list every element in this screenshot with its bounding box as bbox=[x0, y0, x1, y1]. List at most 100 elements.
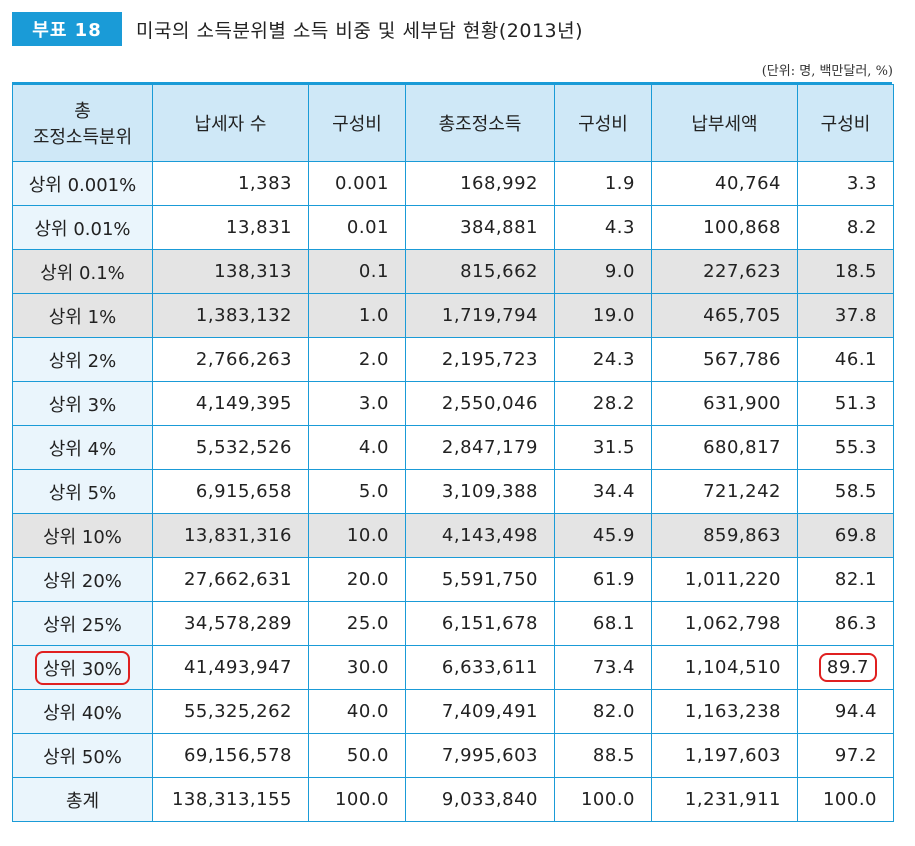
taxpayers-cell-value: 6,915,658 bbox=[195, 481, 292, 502]
table-row: 상위 0.001% 1,383 0.001 168,992 1.9 40,764 3.3 bbox=[12, 161, 894, 206]
agi-cell: 4,143,498 bbox=[405, 513, 555, 558]
share-taxpayers-cell: 3.0 bbox=[308, 381, 406, 426]
taxpayers-cell: 27,662,631 bbox=[152, 557, 309, 602]
share-tax-cell-value: 51.3 bbox=[834, 393, 877, 414]
taxpayers-cell: 13,831,316 bbox=[152, 513, 309, 558]
agi-cell: 5,591,750 bbox=[405, 557, 555, 602]
share-agi-cell-value: 45.9 bbox=[592, 525, 635, 546]
category-cell-value: 상위 10% bbox=[43, 526, 122, 548]
category-cell-value: 상위 5% bbox=[48, 482, 117, 504]
taxpayers-cell-value: 69,156,578 bbox=[183, 745, 292, 766]
tax-cell-value: 1,197,603 bbox=[684, 745, 781, 766]
category-cell: 상위 40% bbox=[12, 689, 153, 734]
tax-cell-value: 40,764 bbox=[715, 173, 781, 194]
agi-cell: 1,719,794 bbox=[405, 293, 555, 338]
agi-cell-value: 5,591,750 bbox=[441, 569, 538, 590]
taxpayers-cell: 2,766,263 bbox=[152, 337, 309, 382]
share-taxpayers-cell: 50.0 bbox=[308, 733, 406, 778]
share-agi-cell-value: 73.4 bbox=[592, 657, 635, 678]
taxpayers-cell-value: 13,831,316 bbox=[183, 525, 292, 546]
share-taxpayers-cell: 4.0 bbox=[308, 425, 406, 470]
share-tax-cell: 82.1 bbox=[797, 557, 894, 602]
share-agi-cell: 73.4 bbox=[554, 645, 652, 690]
taxpayers-cell-value: 34,578,289 bbox=[183, 613, 292, 634]
table-row: 상위 0.1% 138,313 0.1 815,662 9.0 227,623 18.5 bbox=[12, 249, 894, 294]
taxpayers-cell: 138,313 bbox=[152, 249, 309, 294]
share-taxpayers-cell-value: 10.0 bbox=[346, 525, 389, 546]
agi-cell-value: 9,033,840 bbox=[441, 789, 538, 810]
share-agi-cell: 4.3 bbox=[554, 205, 652, 250]
table-row: 상위 10% 13,831,316 10.0 4,143,498 45.9 859,863… bbox=[12, 513, 894, 558]
category-cell-value: 상위 0.001% bbox=[28, 174, 137, 196]
share-agi-cell: 19.0 bbox=[554, 293, 652, 338]
taxpayers-cell-value: 138,313,155 bbox=[171, 789, 292, 810]
table-caption: 부표 18 미국의 소득분위별 소득 비중 및 세부담 현황(2013년) bbox=[12, 12, 583, 46]
tax-cell: 1,062,798 bbox=[651, 601, 798, 646]
category-cell: 상위 3% bbox=[12, 381, 153, 426]
share-agi-cell: 1.9 bbox=[554, 161, 652, 206]
table-row: 상위 40% 55,325,262 40.0 7,409,491 82.0 1,163,2… bbox=[12, 689, 894, 734]
share-taxpayers-cell-value: 4.0 bbox=[358, 437, 389, 458]
agi-cell: 168,992 bbox=[405, 161, 555, 206]
header-taxpayers: 납세자 수 bbox=[152, 84, 309, 162]
taxpayers-cell-value: 2,766,263 bbox=[195, 349, 292, 370]
share-agi-cell-value: 34.4 bbox=[592, 481, 635, 502]
header-row: 총 조정소득분위 납세자 수 구성비 총조정소득 구성비 납부세액 구성비 bbox=[12, 84, 894, 162]
agi-cell-value: 6,633,611 bbox=[441, 657, 538, 678]
header-share-agi: 구성비 bbox=[554, 84, 652, 162]
agi-cell-value: 815,662 bbox=[460, 261, 538, 282]
share-tax-cell: 100.0 bbox=[797, 777, 894, 822]
share-agi-cell-value: 61.9 bbox=[592, 569, 635, 590]
share-agi-cell: 28.2 bbox=[554, 381, 652, 426]
tax-cell: 1,231,911 bbox=[651, 777, 798, 822]
share-tax-cell: 69.8 bbox=[797, 513, 894, 558]
category-cell-value: 상위 20% bbox=[43, 570, 122, 592]
tax-cell: 859,863 bbox=[651, 513, 798, 558]
category-cell: 상위 0.01% bbox=[12, 205, 153, 250]
share-tax-cell: 89.7 bbox=[797, 645, 894, 690]
share-agi-cell-value: 28.2 bbox=[592, 393, 635, 414]
share-agi-cell-value: 1.9 bbox=[604, 173, 635, 194]
category-cell-highlight: 상위 30% bbox=[35, 650, 130, 685]
header-agi: 총조정소득 bbox=[405, 84, 555, 162]
table-row: 상위 5% 6,915,658 5.0 3,109,388 34.4 721,242 58.… bbox=[12, 469, 894, 514]
share-agi-cell-value: 19.0 bbox=[592, 305, 635, 326]
tax-cell-value: 859,863 bbox=[703, 525, 781, 546]
share-tax-cell-value: 3.3 bbox=[846, 173, 877, 194]
share-taxpayers-cell: 0.001 bbox=[308, 161, 406, 206]
agi-cell: 7,409,491 bbox=[405, 689, 555, 734]
table-number-badge: 부표 18 bbox=[12, 12, 122, 46]
agi-cell-value: 1,719,794 bbox=[441, 305, 538, 326]
share-tax-cell: 97.2 bbox=[797, 733, 894, 778]
category-cell: 상위 2% bbox=[12, 337, 153, 382]
category-cell-value: 상위 0.01% bbox=[34, 218, 131, 240]
agi-cell: 9,033,840 bbox=[405, 777, 555, 822]
taxpayers-cell: 138,313,155 bbox=[152, 777, 309, 822]
share-agi-cell: 61.9 bbox=[554, 557, 652, 602]
agi-cell: 7,995,603 bbox=[405, 733, 555, 778]
share-taxpayers-cell-value: 20.0 bbox=[346, 569, 389, 590]
header-category: 총 조정소득분위 bbox=[12, 84, 153, 162]
share-taxpayers-cell: 5.0 bbox=[308, 469, 406, 514]
table-row: 상위 0.01% 13,831 0.01 384,881 4.3 100,868 8.2 bbox=[12, 205, 894, 250]
share-tax-cell-value: 18.5 bbox=[834, 261, 877, 282]
category-cell: 상위 10% bbox=[12, 513, 153, 558]
tax-cell: 567,786 bbox=[651, 337, 798, 382]
tax-cell-value: 227,623 bbox=[703, 261, 781, 282]
taxpayers-cell-value: 27,662,631 bbox=[183, 569, 292, 590]
category-cell: 총계 bbox=[12, 777, 153, 822]
taxpayers-cell: 41,493,947 bbox=[152, 645, 309, 690]
tax-cell-value: 721,242 bbox=[703, 481, 781, 502]
share-tax-cell: 55.3 bbox=[797, 425, 894, 470]
header-share-taxpayers: 구성비 bbox=[308, 84, 406, 162]
share-agi-cell-value: 100.0 bbox=[580, 789, 635, 810]
tax-cell: 227,623 bbox=[651, 249, 798, 294]
share-taxpayers-cell-value: 1.0 bbox=[358, 305, 389, 326]
tax-cell-value: 1,011,220 bbox=[684, 569, 781, 590]
tax-cell: 1,104,510 bbox=[651, 645, 798, 690]
taxpayers-cell-value: 4,149,395 bbox=[195, 393, 292, 414]
category-cell: 상위 50% bbox=[12, 733, 153, 778]
taxpayers-cell: 34,578,289 bbox=[152, 601, 309, 646]
share-agi-cell: 100.0 bbox=[554, 777, 652, 822]
tax-cell: 100,868 bbox=[651, 205, 798, 250]
